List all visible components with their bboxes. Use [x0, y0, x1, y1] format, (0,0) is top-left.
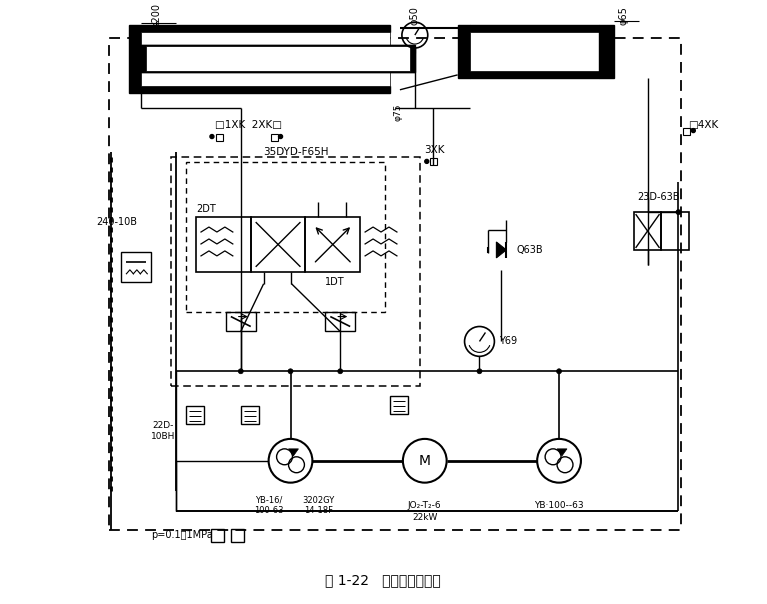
- Bar: [271, 133, 278, 141]
- Bar: [241, 406, 258, 424]
- Bar: [458, 25, 469, 78]
- Bar: [130, 25, 141, 93]
- Bar: [146, 47, 410, 71]
- Circle shape: [477, 369, 482, 374]
- Text: 图 1-22   改进后的油路图: 图 1-22 改进后的油路图: [325, 573, 441, 587]
- Bar: [430, 158, 436, 165]
- Text: □1XK  2XK□: □1XK 2XK□: [216, 120, 282, 130]
- Circle shape: [691, 129, 696, 132]
- Text: □4XK: □4XK: [688, 120, 719, 130]
- Bar: [186, 162, 385, 312]
- Bar: [171, 158, 420, 386]
- Text: Y69: Y69: [499, 336, 518, 347]
- Text: Q63B: Q63B: [516, 245, 543, 255]
- Circle shape: [210, 135, 214, 138]
- Bar: [186, 406, 204, 424]
- Bar: [141, 25, 390, 32]
- Text: φ50: φ50: [410, 6, 420, 25]
- Bar: [469, 71, 599, 78]
- Bar: [390, 396, 408, 414]
- Text: 35DYD-F65H: 35DYD-F65H: [263, 147, 328, 158]
- Circle shape: [288, 369, 293, 374]
- Bar: [121, 252, 151, 281]
- Bar: [141, 45, 415, 72]
- Text: 22kW: 22kW: [412, 513, 437, 522]
- Bar: [196, 217, 251, 272]
- Bar: [141, 32, 390, 86]
- Bar: [599, 25, 614, 78]
- Circle shape: [403, 439, 446, 483]
- Bar: [110, 38, 681, 530]
- Text: p=0.1～1MPa: p=0.1～1MPa: [151, 530, 213, 541]
- Text: φ200: φ200: [151, 2, 161, 28]
- Bar: [469, 32, 599, 71]
- Circle shape: [278, 135, 282, 138]
- Text: YB-16/
100-63: YB-16/ 100-63: [254, 496, 283, 515]
- Polygon shape: [557, 449, 567, 456]
- Circle shape: [425, 159, 429, 164]
- Circle shape: [239, 369, 243, 374]
- Text: M: M: [419, 454, 431, 467]
- Bar: [661, 212, 690, 250]
- Text: 22D-
10BH: 22D- 10BH: [151, 421, 176, 441]
- Bar: [141, 86, 390, 93]
- Bar: [225, 312, 255, 332]
- Text: 240-10B: 240-10B: [97, 217, 137, 227]
- Circle shape: [268, 439, 312, 483]
- Polygon shape: [496, 242, 506, 258]
- Text: 1DT: 1DT: [325, 277, 345, 287]
- Bar: [251, 217, 305, 272]
- Text: JO₂-T₂-6: JO₂-T₂-6: [408, 501, 442, 510]
- Bar: [231, 529, 244, 542]
- Circle shape: [557, 369, 561, 374]
- Polygon shape: [288, 449, 298, 456]
- Text: 3XK: 3XK: [424, 146, 445, 155]
- Bar: [634, 212, 661, 250]
- Circle shape: [676, 210, 681, 214]
- Text: 23D-63B: 23D-63B: [637, 192, 680, 202]
- Text: φ75: φ75: [393, 104, 403, 121]
- Bar: [216, 133, 223, 141]
- Circle shape: [537, 439, 581, 483]
- Bar: [305, 217, 360, 272]
- Circle shape: [337, 369, 343, 374]
- Bar: [683, 127, 690, 135]
- Text: φ65: φ65: [619, 6, 629, 25]
- Text: 2DT: 2DT: [196, 204, 216, 214]
- Bar: [211, 529, 224, 542]
- Bar: [325, 312, 355, 332]
- Text: YB·100--63: YB·100--63: [535, 501, 584, 510]
- Text: 3202GY
14-18F: 3202GY 14-18F: [302, 496, 334, 515]
- Bar: [469, 25, 599, 32]
